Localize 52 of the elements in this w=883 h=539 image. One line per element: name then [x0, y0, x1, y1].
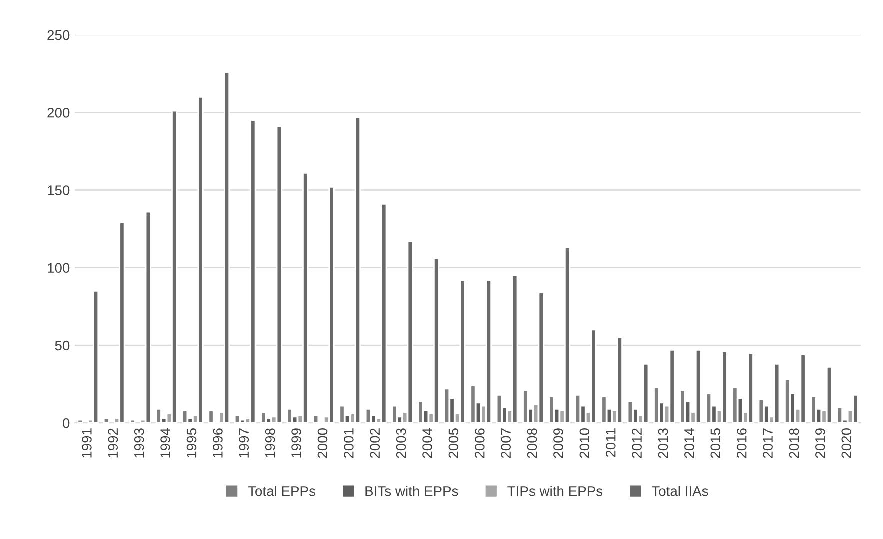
- bar: [260, 412, 267, 424]
- legend-label: TIPs with EPPs: [508, 486, 603, 496]
- x-tick-label: 2019: [816, 428, 826, 458]
- x-tick-label: 2006: [474, 428, 485, 458]
- legend-label: Total EPPs: [248, 486, 316, 496]
- bar: [182, 410, 188, 424]
- x-tick-label: 1992: [108, 428, 118, 458]
- x-tick-label: 1996: [213, 428, 223, 458]
- bar: [234, 414, 241, 424]
- y-tick-label: 50: [55, 340, 70, 351]
- x-tick-label: 2013: [658, 428, 668, 458]
- x-tick-label: 2020: [842, 428, 852, 458]
- x-tick-label: 2017: [763, 428, 773, 458]
- bar: [836, 406, 844, 424]
- x-tick-label: 2009: [554, 428, 564, 458]
- x-tick-label: 1991: [82, 428, 92, 458]
- x-tick-label: 2016: [736, 428, 747, 458]
- bar: [103, 418, 110, 424]
- y-tick-label: 250: [48, 30, 70, 40]
- x-tick-label: 1994: [160, 428, 170, 458]
- x-tick-label: 2018: [789, 428, 800, 458]
- x-tick-label: 2014: [684, 428, 694, 458]
- x-tick-label: 2008: [527, 428, 538, 458]
- x-tick-label: 1997: [239, 428, 250, 458]
- x-tick-label: 2000: [318, 428, 328, 458]
- x-tick-label: 1999: [292, 428, 302, 458]
- x-tick-label: 2004: [422, 428, 432, 458]
- y-tick-label: 100: [48, 263, 70, 274]
- bar: [130, 419, 136, 424]
- x-tick-label: 1993: [134, 428, 144, 458]
- x-tick-label: 2007: [501, 428, 512, 458]
- x-tick-label: 2003: [396, 428, 406, 458]
- legend-label: BITs with EPPs: [366, 486, 458, 496]
- bar: [208, 410, 214, 424]
- x-tick-label: 2001: [344, 428, 354, 458]
- x-tick-label: 2011: [606, 428, 616, 458]
- x-tick-label: 1995: [186, 428, 197, 458]
- bar: [522, 390, 529, 424]
- y-tick-label: 0: [63, 418, 70, 428]
- x-tick-label: 2002: [370, 428, 380, 458]
- x-tick-label: 2015: [710, 428, 721, 458]
- x-tick-label: 2010: [580, 428, 590, 458]
- x-tick-label: 2012: [632, 428, 642, 458]
- bar: [313, 414, 320, 424]
- bar: [339, 405, 346, 424]
- bar: [77, 419, 84, 424]
- y-tick-label: 200: [48, 108, 70, 118]
- x-tick-label: 1998: [265, 428, 276, 458]
- bar: [392, 405, 398, 424]
- legend-label: Total IIAs: [652, 486, 708, 496]
- x-tick-label: 2005: [448, 428, 459, 458]
- y-tick-label: 150: [48, 186, 70, 196]
